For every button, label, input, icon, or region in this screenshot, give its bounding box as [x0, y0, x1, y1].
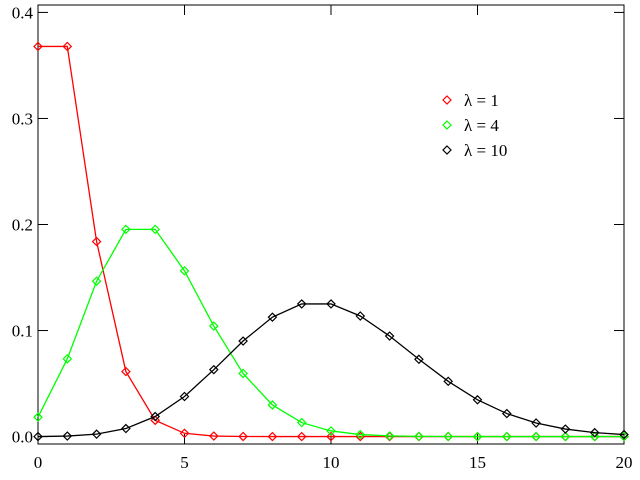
data-point [62, 41, 73, 52]
data-point [150, 224, 161, 235]
series-line [37, 228, 624, 438]
data-point [208, 431, 219, 441]
legend-marker [442, 95, 452, 105]
data-point [501, 408, 512, 419]
data-point [414, 431, 424, 442]
data-point [355, 429, 366, 440]
x-tick-label: 5 [180, 453, 189, 472]
data-point [443, 376, 454, 387]
data-point [238, 336, 248, 346]
data-point [472, 431, 483, 442]
data-point [296, 417, 307, 428]
data-point [150, 411, 161, 422]
data-point [267, 312, 278, 323]
data-point [501, 431, 512, 442]
data-point [531, 431, 541, 442]
x-tick-label: 10 [323, 453, 340, 472]
data-point [531, 418, 541, 428]
data-point [91, 276, 102, 287]
legend-label: λ = 1 [464, 91, 499, 110]
data-point [619, 429, 629, 440]
data-point [121, 224, 131, 235]
data-point [326, 431, 336, 442]
data-point [267, 400, 278, 410]
data-point [121, 366, 131, 377]
y-tick-label: 0.3 [12, 109, 33, 128]
data-point [472, 394, 483, 405]
data-point [91, 429, 102, 439]
data-point [179, 391, 190, 402]
x-tick-label: 20 [616, 453, 633, 472]
data-point [589, 431, 600, 442]
data-point [296, 431, 307, 442]
data-point [238, 431, 248, 442]
data-point [589, 427, 600, 438]
data-point [384, 431, 395, 441]
data-point [91, 236, 102, 247]
legend-label: λ = 4 [464, 116, 499, 135]
data-point [296, 299, 307, 309]
data-point [414, 354, 424, 365]
data-point [326, 426, 336, 436]
data-point [62, 431, 73, 441]
data-point [208, 364, 219, 375]
data-point [33, 412, 43, 423]
data-point [62, 354, 73, 364]
data-point [355, 311, 366, 321]
data-point [384, 331, 395, 341]
y-tick-label: 0.2 [12, 216, 33, 235]
data-point [121, 423, 131, 434]
data-point [33, 41, 43, 52]
data-point [179, 265, 190, 276]
data-point [443, 431, 454, 442]
legend-label: λ = 10 [464, 141, 507, 160]
series-line [38, 45, 624, 438]
series-line [37, 303, 625, 438]
data-point [267, 431, 278, 442]
y-tick-label: 0.4 [12, 3, 34, 22]
y-tick-label: 0.0 [12, 428, 33, 447]
data-point [560, 431, 571, 442]
y-tick-label: 0.1 [12, 322, 33, 341]
x-tick-label: 0 [34, 453, 43, 472]
data-point [208, 321, 219, 331]
data-point [326, 299, 336, 309]
data-point [150, 415, 161, 426]
data-point [238, 368, 248, 379]
legend-marker [442, 145, 452, 155]
x-tick-label: 15 [469, 453, 486, 472]
plot-frame [37, 4, 625, 445]
data-point [33, 431, 43, 442]
data-point [179, 428, 190, 439]
data-point [560, 424, 571, 434]
legend-marker [442, 120, 452, 130]
